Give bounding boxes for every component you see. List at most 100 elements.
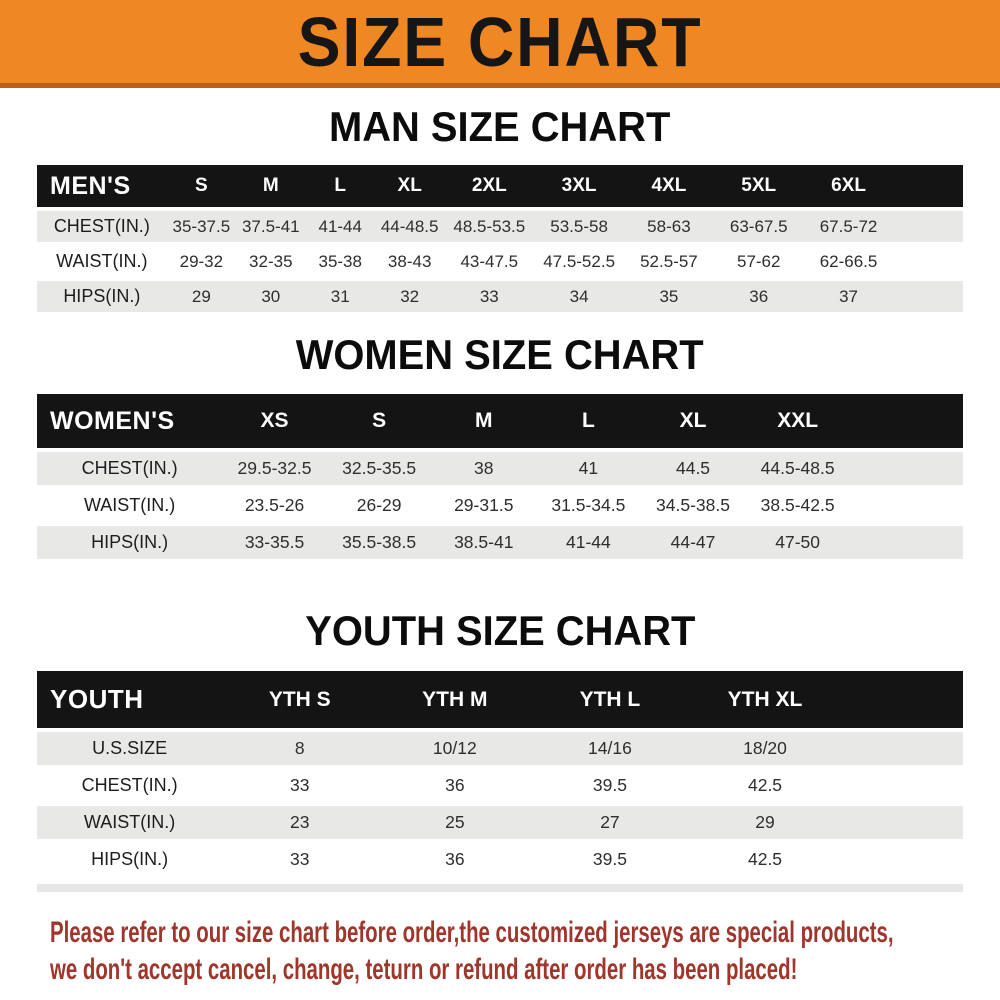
size-value-cell: 37 — [839, 286, 858, 306]
size-value-cell: 36 — [445, 775, 465, 795]
size-value-cell: 27 — [600, 812, 620, 832]
size-value-cell: 43-47.5 — [460, 251, 519, 271]
filler-cell — [843, 732, 963, 765]
size-value-cell: 10/12 — [432, 738, 477, 758]
women-hips-row: HIPS(IN.) 33-35.5 35.5-38.5 38.5-41 41-4… — [37, 526, 963, 559]
size-value-cell: 36 — [445, 849, 465, 869]
filler-cell — [893, 211, 963, 242]
size-value-cell: 26-29 — [356, 495, 402, 515]
size-value-cell: 44.5-48.5 — [760, 458, 835, 478]
man-section-title: MAN SIZE CHART — [0, 105, 1000, 149]
youth-table-group-label: YOUTH — [50, 684, 144, 714]
size-value-cell: 63-67.5 — [729, 216, 788, 236]
size-value-cell: 39.5 — [592, 849, 627, 869]
size-value-cell: 44-48.5 — [380, 216, 439, 236]
youth-section-title-text: YOUTH SIZE CHART — [304, 607, 696, 654]
size-value-cell: 8 — [294, 738, 305, 758]
women-table-header-row: WOMEN'S XS S M L XL XXL — [37, 394, 963, 448]
size-column-header: YTH S — [268, 687, 331, 711]
youth-table-header-row: YOUTH YTH S YTH M YTH L YTH XL — [37, 671, 963, 728]
size-value-cell: 29-31.5 — [454, 495, 514, 515]
size-value-cell: 41-44 — [566, 532, 611, 552]
filler-cell — [843, 769, 963, 802]
size-column-header: XXL — [777, 409, 819, 432]
row-label: HIPS(IN.) — [91, 532, 169, 552]
row-label: CHEST(IN.) — [81, 775, 178, 795]
women-waist-row: WAIST(IN.) 23.5-26 26-29 29-31.5 31.5-34… — [37, 489, 963, 522]
filler-cell — [850, 394, 963, 448]
size-value-cell: 41-44 — [318, 216, 362, 236]
size-column-header: 6XL — [831, 175, 866, 196]
size-value-cell: 33 — [290, 849, 310, 869]
youth-section-title: YOUTH SIZE CHART — [0, 609, 1000, 653]
women-table-group-label: WOMEN'S — [50, 406, 175, 435]
size-column-header: M — [262, 175, 279, 196]
size-value-cell: 14/16 — [588, 738, 632, 758]
banner: SIZE CHART — [0, 0, 1000, 88]
order-policy-note: Please refer to our size chart before or… — [50, 914, 1000, 988]
women-section-title: WOMEN SIZE CHART — [0, 333, 1000, 377]
filler-cell — [850, 452, 963, 485]
size-value-cell: 47-50 — [775, 532, 821, 552]
size-column-header: XL — [397, 175, 422, 196]
size-value-cell: 42.5 — [747, 775, 783, 795]
size-value-cell: 38.5-41 — [454, 532, 514, 552]
size-value-cell: 47.5-52.5 — [543, 251, 616, 271]
size-value-cell: 39.5 — [592, 775, 627, 795]
size-value-cell: 37.5-41 — [241, 216, 300, 236]
size-column-header: YTH XL — [727, 687, 803, 711]
women-chest-row: CHEST(IN.) 29.5-32.5 32.5-35.5 38 41 44.… — [37, 452, 963, 485]
women-section-title-text: WOMEN SIZE CHART — [296, 331, 704, 378]
size-value-cell: 30 — [261, 286, 281, 306]
size-value-cell: 29 — [755, 812, 775, 832]
size-column-header: S — [372, 409, 387, 432]
size-value-cell: 38 — [474, 458, 494, 478]
row-label: CHEST(IN.) — [53, 216, 150, 236]
man-table-header-row: MEN'S S M L XL 2XL 3XL 4XL 5XL 6XL — [37, 165, 963, 207]
size-value-cell: 32-35 — [249, 251, 293, 271]
size-value-cell: 35-38 — [318, 251, 362, 271]
row-label: WAIST(IN.) — [56, 251, 148, 271]
size-value-cell: 18/20 — [743, 738, 787, 758]
size-value-cell: 38-43 — [387, 251, 432, 271]
youth-hips-row: HIPS(IN.) 33 36 39.5 42.5 — [37, 843, 963, 876]
size-column-header: L — [334, 175, 347, 196]
size-value-cell: 34 — [569, 286, 589, 306]
size-column-header: 4XL — [651, 175, 687, 196]
size-value-cell: 29-32 — [179, 251, 224, 271]
row-label: WAIST(IN.) — [83, 812, 176, 832]
man-chest-row: CHEST(IN.) 35-37.5 37.5-41 41-44 44-48.5… — [37, 211, 963, 242]
size-value-cell: 58-63 — [647, 216, 691, 236]
size-value-cell: 52.5-57 — [640, 251, 698, 271]
size-column-header: XL — [679, 409, 707, 432]
man-table-group-label: MEN'S — [50, 171, 131, 200]
size-value-cell: 33 — [290, 775, 310, 795]
size-value-cell: 33 — [479, 286, 499, 306]
filler-cell — [850, 489, 963, 522]
size-value-cell: 44-47 — [670, 532, 716, 552]
filler-cell — [893, 246, 963, 277]
size-value-cell: 35.5-38.5 — [342, 532, 417, 552]
man-hips-row: HIPS(IN.) 29 30 31 32 33 34 35 36 37 — [37, 281, 963, 312]
size-column-header: YTH M — [422, 687, 488, 711]
size-value-cell: 38.5-42.5 — [760, 495, 835, 515]
size-value-cell: 35-37.5 — [172, 216, 231, 236]
size-value-cell: 32.5-35.5 — [342, 458, 417, 478]
filler-cell — [893, 165, 963, 207]
size-column-header: M — [475, 409, 493, 432]
filler-cell — [843, 806, 963, 839]
size-value-cell: 67.5-72 — [819, 216, 878, 236]
size-value-cell: 25 — [445, 812, 465, 832]
size-value-cell: 33-35.5 — [244, 532, 305, 552]
filler-cell — [893, 281, 963, 312]
man-section-title-text: MAN SIZE CHART — [329, 103, 671, 150]
youth-size-table: YOUTH YTH S YTH M YTH L YTH XL U.S.SIZE … — [37, 667, 963, 880]
order-policy-line-1: Please refer to our size chart before or… — [50, 916, 894, 949]
row-label: HIPS(IN.) — [91, 849, 169, 869]
size-column-header: S — [195, 175, 208, 196]
size-value-cell: 23 — [290, 812, 310, 832]
size-value-cell: 23.5-26 — [244, 495, 305, 515]
filler-cell — [843, 843, 963, 876]
man-waist-row: WAIST(IN.) 29-32 32-35 35-38 38-43 43-47… — [37, 246, 963, 277]
